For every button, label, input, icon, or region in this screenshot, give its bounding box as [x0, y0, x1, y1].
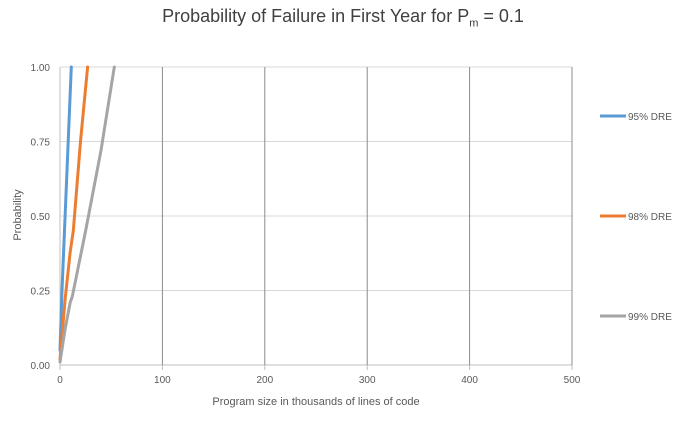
x-tick-label: 400 [461, 375, 478, 386]
y-tick-label: 1.00 [31, 63, 51, 74]
x-tick-label: 300 [359, 375, 376, 386]
x-tick-label: 500 [564, 375, 581, 386]
chart-title: Probability of Failure in First Year for… [162, 6, 524, 30]
series-line [58, 65, 90, 361]
legend-label: 95% DRE [628, 112, 672, 123]
series-line [58, 65, 73, 352]
y-tick-label: 0.75 [31, 138, 51, 149]
x-axis-label: Program size in thousands of lines of co… [212, 396, 420, 408]
x-tick-label: 100 [154, 375, 171, 386]
y-tick-label: 0.50 [31, 212, 51, 223]
x-tick-label: 200 [256, 375, 273, 386]
y-tick-label: 0.00 [31, 361, 51, 372]
legend-label: 98% DRE [628, 212, 672, 223]
legend-label: 99% DRE [628, 312, 672, 323]
y-tick-label: 0.25 [31, 287, 51, 298]
x-tick-label: 0 [57, 375, 63, 386]
series-line [58, 65, 116, 364]
